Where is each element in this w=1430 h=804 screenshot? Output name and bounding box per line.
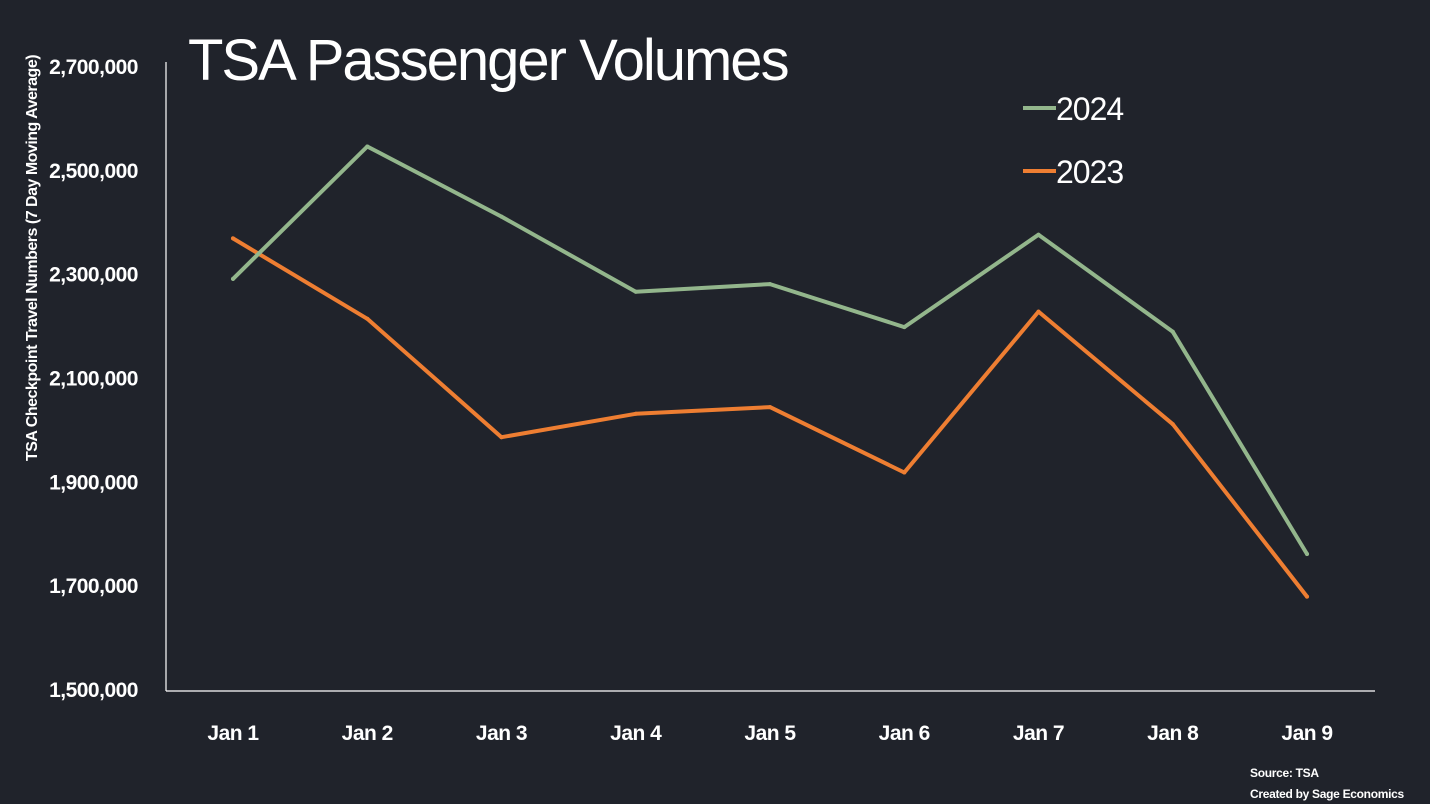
y-tick-label: 1,900,000 bbox=[49, 471, 138, 494]
source-note: Source: TSA bbox=[1250, 766, 1319, 780]
data-point-2023 bbox=[1036, 309, 1041, 314]
y-tick-label: 1,700,000 bbox=[49, 575, 138, 598]
y-tick-label: 2,700,000 bbox=[49, 56, 138, 79]
chart-title: TSA Passenger Volumes bbox=[188, 28, 788, 93]
data-point-2023 bbox=[1305, 594, 1309, 599]
y-tick-label: 2,500,000 bbox=[49, 160, 138, 183]
series-lines bbox=[231, 144, 1309, 599]
y-axis-label: TSA Checkpoint Travel Numbers (7 Day Mov… bbox=[24, 55, 41, 461]
data-point-2024 bbox=[633, 289, 638, 294]
x-tick-label: Jan 2 bbox=[342, 722, 393, 745]
data-point-2024 bbox=[768, 282, 772, 287]
data-point-2024 bbox=[1305, 552, 1309, 556]
data-point-2023 bbox=[902, 470, 907, 475]
created-by-note: Created by Sage Economics bbox=[1250, 787, 1405, 801]
x-tick-label: Jan 5 bbox=[744, 722, 796, 745]
data-point-2024 bbox=[1036, 232, 1041, 237]
data-point-2023 bbox=[231, 236, 235, 241]
y-tick-label: 1,500,000 bbox=[49, 679, 138, 702]
data-point-2023 bbox=[365, 316, 370, 321]
series-2023 bbox=[231, 236, 1309, 599]
x-tick-label: Jan 1 bbox=[207, 722, 259, 745]
legend-label-2023: 2023 bbox=[1056, 154, 1123, 190]
x-tick-label: Jan 7 bbox=[1013, 722, 1064, 745]
data-point-2024 bbox=[902, 325, 907, 330]
data-point-2024 bbox=[365, 144, 370, 149]
data-point-2024 bbox=[499, 214, 504, 219]
x-tick-label: Jan 9 bbox=[1281, 722, 1332, 745]
data-point-2023 bbox=[768, 405, 772, 410]
y-tick-label: 2,300,000 bbox=[49, 264, 138, 287]
data-point-2023 bbox=[499, 435, 504, 440]
y-axis-ticks: 1,500,000 1,700,000 1,900,000 2,100,000 2,30… bbox=[49, 56, 138, 702]
x-tick-label: Jan 4 bbox=[610, 722, 662, 745]
y-tick-label: 2,100,000 bbox=[49, 368, 138, 391]
data-point-2024 bbox=[1170, 329, 1175, 334]
legend: 2024 2023 bbox=[1023, 91, 1124, 190]
x-tick-label: Jan 6 bbox=[879, 722, 930, 745]
series-2024 bbox=[231, 144, 1309, 556]
x-tick-label: Jan 3 bbox=[476, 722, 527, 745]
x-axis-ticks: Jan 1 Jan 2 Jan 3 Jan 4 Jan 5 Jan 6 Jan 7 Jan 8… bbox=[207, 722, 1333, 745]
data-point-2023 bbox=[1170, 422, 1175, 427]
x-tick-label: Jan 8 bbox=[1147, 722, 1199, 745]
data-point-2024 bbox=[231, 276, 235, 281]
data-point-2023 bbox=[633, 411, 638, 416]
legend-label-2024: 2024 bbox=[1056, 91, 1123, 127]
